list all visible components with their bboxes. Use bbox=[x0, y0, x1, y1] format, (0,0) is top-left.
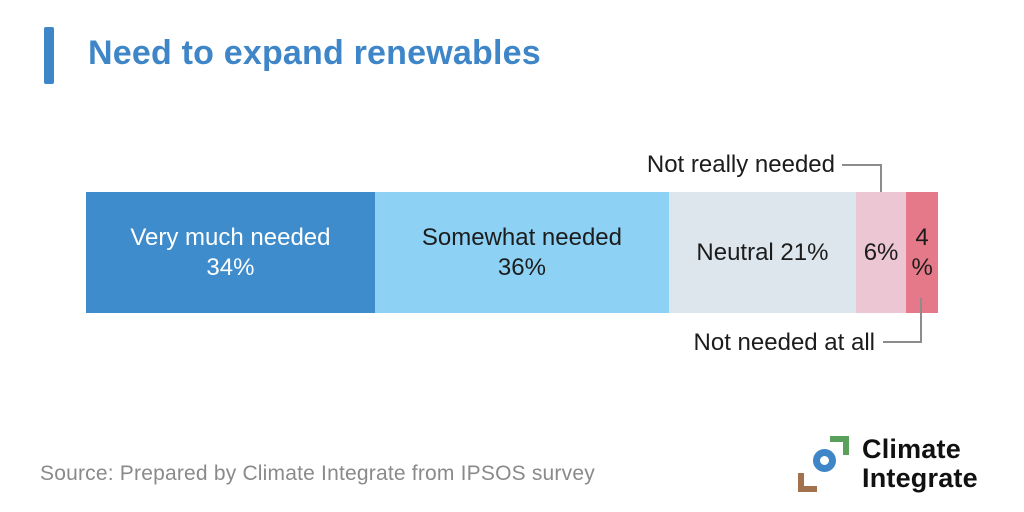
blue-ring-icon bbox=[813, 449, 836, 472]
callout-not-really-needed: Not really needed bbox=[646, 151, 835, 178]
segment-value: 6% bbox=[863, 238, 899, 266]
bar-segment-very-much-needed: Very much needed 34% bbox=[86, 192, 375, 313]
segment-value: 4 bbox=[915, 223, 929, 251]
bar-segment-somewhat-needed: Somewhat needed 36% bbox=[374, 192, 669, 313]
logo-wordmark: Climate Integrate bbox=[862, 435, 978, 493]
bar-segment-not-needed-at-all: 4 % bbox=[906, 192, 938, 313]
brown-corner-bracket-icon bbox=[798, 473, 817, 492]
segment-value: 36% bbox=[497, 253, 546, 281]
logo-wordmark-line1: Climate bbox=[862, 434, 961, 464]
logo-wordmark-line2: Integrate bbox=[862, 462, 978, 493]
bar-segment-not-really-needed: 6% bbox=[855, 192, 907, 313]
callout-bottom-connector-horizontal bbox=[883, 341, 922, 343]
green-corner-bracket-icon bbox=[830, 436, 849, 455]
stacked-bar-chart: Very much needed 34% Somewhat needed 36%… bbox=[86, 192, 938, 313]
callout-top-connector-vertical bbox=[880, 164, 882, 211]
segment-label: Very much needed bbox=[130, 223, 331, 251]
source-attribution: Source: Prepared by Climate Integrate fr… bbox=[40, 462, 595, 485]
climate-integrate-logo: Climate Integrate bbox=[798, 433, 988, 495]
title-accent-bar bbox=[44, 27, 54, 84]
callout-top-connector-horizontal bbox=[842, 164, 882, 166]
callout-not-needed-at-all: Not needed at all bbox=[693, 329, 875, 356]
segment-value-unit: % bbox=[911, 253, 933, 281]
climate-integrate-logo-icon bbox=[798, 436, 852, 492]
callout-bottom-connector-vertical bbox=[920, 298, 922, 343]
bar-segment-neutral: Neutral 21% bbox=[668, 192, 856, 313]
segment-label: Neutral 21% bbox=[696, 238, 829, 266]
segment-label: Somewhat needed bbox=[421, 223, 622, 251]
segment-value: 34% bbox=[206, 253, 255, 281]
page-title: Need to expand renewables bbox=[88, 34, 541, 72]
